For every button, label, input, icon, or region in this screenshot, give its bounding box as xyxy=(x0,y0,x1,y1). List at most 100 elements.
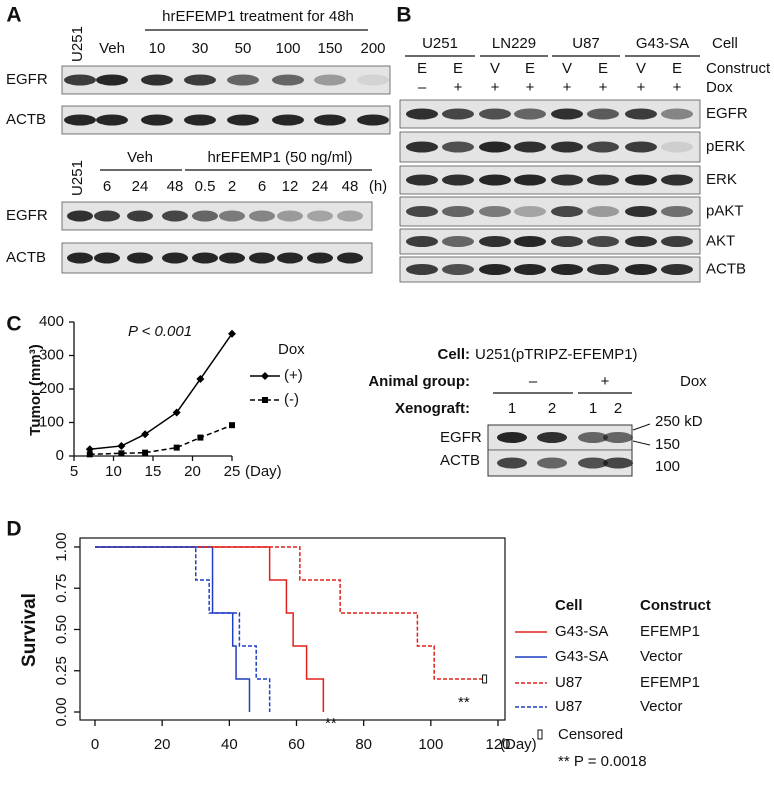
y-tick-label: 100 xyxy=(39,413,64,430)
blot-band xyxy=(625,174,657,186)
blot-band xyxy=(587,108,619,120)
blot-band xyxy=(587,264,619,275)
blot-band xyxy=(603,432,633,443)
blot-band xyxy=(192,252,218,264)
marker-tick xyxy=(632,423,651,431)
x-tick-label: 25 xyxy=(224,463,241,480)
x-tick-label: 0 xyxy=(91,736,99,753)
lane-label: 24 xyxy=(132,178,149,195)
survival-curve xyxy=(95,546,271,712)
blot-band xyxy=(67,210,93,222)
blot-band xyxy=(587,141,619,153)
blot-band xyxy=(406,141,438,153)
cell-label: Cell: xyxy=(437,346,470,363)
point xyxy=(86,451,93,458)
blot-band xyxy=(127,210,153,222)
row-label: EGFR xyxy=(706,105,748,122)
y-tick-label: 0.25 xyxy=(53,656,70,685)
dox-label: + xyxy=(526,79,535,96)
legend-marker xyxy=(261,372,269,380)
legend-label: U87 xyxy=(555,698,583,715)
treatment-label: hrEFEMP1 (50 ng/ml) xyxy=(207,149,352,166)
blot-band xyxy=(497,457,527,469)
point xyxy=(172,408,181,417)
survival-curve xyxy=(95,546,325,712)
dox-label: + xyxy=(637,79,646,96)
panel-label: B xyxy=(396,4,411,27)
construct-label: E xyxy=(417,60,427,77)
blot-band xyxy=(514,141,546,153)
blot-band xyxy=(249,210,275,222)
dox-label: + xyxy=(599,79,608,96)
y-tick-label: 1.00 xyxy=(53,532,70,561)
point xyxy=(173,444,180,451)
lane-label: 12 xyxy=(282,178,299,195)
x-axis-label: (Day) xyxy=(245,463,282,480)
blot-band xyxy=(479,206,511,217)
group-value: + xyxy=(601,373,610,390)
legend-marker xyxy=(262,397,268,403)
blot-band xyxy=(337,252,363,264)
x-tick-label: 15 xyxy=(145,463,162,480)
blot-band xyxy=(184,74,216,86)
lane-label: 48 xyxy=(342,178,359,195)
blot-band xyxy=(227,74,259,86)
x-tick-label: 100 xyxy=(418,736,443,753)
group-label: Animal group: xyxy=(368,373,470,390)
header-label: Construct xyxy=(706,60,771,77)
blot-band xyxy=(192,210,218,222)
blot-band xyxy=(625,141,657,153)
x-tick-label: 120 xyxy=(485,736,510,753)
legend-label: EFEMP1 xyxy=(640,623,700,640)
blot-band xyxy=(406,174,438,186)
point xyxy=(85,445,94,454)
y-tick-label: 300 xyxy=(39,346,64,363)
blot-band xyxy=(479,141,511,153)
blot-band xyxy=(625,206,657,217)
blot-band xyxy=(184,114,216,126)
blot-band xyxy=(227,114,259,126)
dox-label: – xyxy=(418,79,427,96)
blot-band xyxy=(162,252,188,264)
blot-band xyxy=(442,236,474,247)
lane-label: 30 xyxy=(192,40,209,57)
blot-band xyxy=(64,114,96,126)
lane-label: U251 xyxy=(69,26,86,62)
x-tick-label: 60 xyxy=(288,736,305,753)
point xyxy=(228,329,236,338)
point xyxy=(118,450,125,457)
blot-band xyxy=(625,264,657,275)
blot-band xyxy=(514,206,546,217)
blot-band xyxy=(603,457,633,469)
lane-label: 0.5 xyxy=(195,178,216,195)
row-label: AKT xyxy=(706,232,735,249)
y-tick-label: 0.00 xyxy=(53,697,70,726)
xenograft-value: 1 xyxy=(508,400,516,417)
y-axis-label: Survival xyxy=(19,593,40,667)
blot-band xyxy=(337,210,363,222)
legend-label: G43-SA xyxy=(555,648,608,665)
blot-band xyxy=(661,174,693,186)
series-line xyxy=(89,333,233,451)
xenograft-value: 2 xyxy=(548,400,556,417)
group-value: – xyxy=(529,373,538,390)
lane-label: 6 xyxy=(258,178,266,195)
annotation: ** xyxy=(458,694,470,711)
cell-label: U87 xyxy=(572,35,600,52)
y-tick-label: 0.75 xyxy=(53,574,70,603)
survival-curve xyxy=(95,546,251,712)
blot-band xyxy=(94,252,120,264)
blot-band xyxy=(67,252,93,264)
blot-band xyxy=(162,210,188,222)
dox-label: + xyxy=(491,79,500,96)
blot-band xyxy=(479,174,511,186)
blot-band xyxy=(406,108,438,120)
construct-label: E xyxy=(453,60,463,77)
row-label: ACTB xyxy=(440,452,480,469)
blot-band xyxy=(479,264,511,275)
x-tick-label: 80 xyxy=(355,736,372,753)
row-label: ACTB xyxy=(706,260,746,277)
blot-band xyxy=(314,114,346,126)
blot-band xyxy=(551,141,583,153)
construct-label: E xyxy=(672,60,682,77)
